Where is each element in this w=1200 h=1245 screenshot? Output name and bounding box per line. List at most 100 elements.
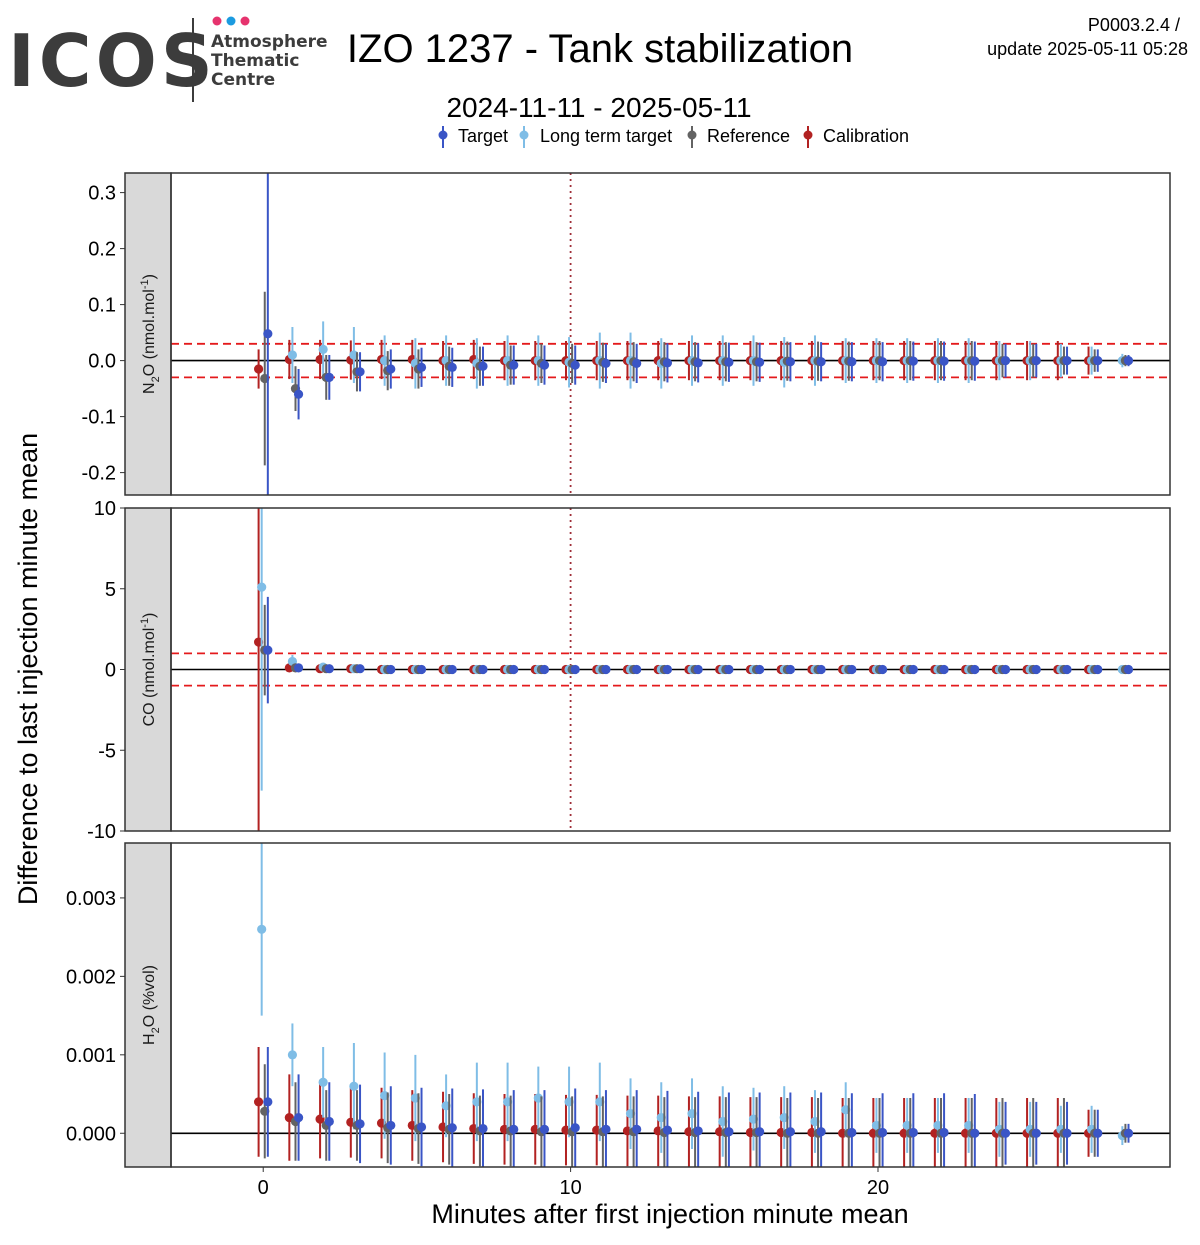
data-point [324,1116,334,1127]
data-point [263,329,273,339]
panel-border [170,842,1171,1168]
data-point [355,664,365,674]
legend-item-calibration: Calibration [803,126,909,148]
facet-strip-label: CO (nmol.mol-1) [139,613,158,727]
data-point [601,1124,611,1134]
y-tick-label: 0.3 [88,183,116,205]
data-point [1000,356,1011,366]
x-tick-label: 0 [258,1177,269,1199]
update-timestamp: update 2025-05-11 05:28 [987,39,1188,59]
logo-line-1: Atmosphere [211,32,328,52]
data-point [1031,356,1041,366]
data-point [478,1123,488,1134]
data-point [447,1123,457,1133]
data-point [447,664,457,675]
legend: Target Long term target Reference Calibr… [438,126,909,148]
data-point [724,357,734,367]
data-point [785,1127,795,1137]
data-point [1093,1128,1103,1138]
chart-subtitle: 2024-11-11 - 2025-05-11 [446,92,751,123]
panel-plot-area [171,508,1170,831]
data-point [816,664,826,675]
logo-dot-pink [212,16,222,26]
data-point [1000,1128,1011,1138]
facet-strip-label: H2O (%vol) [141,965,162,1045]
legend-label-long-term-target: Long term target [540,126,672,146]
data-point [939,664,949,675]
panel-background [171,173,1170,495]
data-point [693,664,703,675]
data-point [386,664,396,675]
chart-title: IZO 1237 - Tank stabilization [347,27,853,71]
data-point [254,364,264,374]
data-point [847,1127,857,1138]
y-tick-label: 5 [105,579,116,601]
data-point [324,664,334,674]
data-point [908,356,918,366]
data-point [724,664,734,675]
data-point [908,664,918,675]
data-point [293,389,304,399]
data-point [970,1128,980,1138]
y-axis-title: Difference to last injection minute mean [13,433,43,905]
data-point [816,357,826,367]
panel-border [170,172,1171,496]
data-point [939,356,949,366]
data-point [1123,1128,1134,1138]
y-tick-label: 10 [94,498,116,520]
panel-0: N2O (nmol.mol-1) 0.3 0.2 0.1 0.0 -0.1 -0.2 [82,172,1171,496]
data-point [877,357,888,367]
data-point [724,1127,734,1137]
data-point [755,664,765,675]
data-point [1062,1128,1072,1138]
data-point [293,1112,304,1123]
legend-label-calibration: Calibration [823,126,909,146]
data-point [847,357,857,367]
data-point [816,1127,826,1137]
logo-dot-pink-2 [240,16,250,26]
data-point [318,1077,328,1087]
legend-label-reference: Reference [707,126,790,146]
data-point [254,1097,264,1107]
data-point [693,358,703,368]
product-code: P0003.2.4 / [1088,15,1180,35]
data-point [662,1125,673,1135]
data-point [570,360,580,370]
legend-item-target: Target [438,126,508,148]
data-point [662,358,673,368]
series-target [263,596,1134,704]
data-point [601,664,611,675]
panel-border [170,507,1171,832]
y-tick-label: 0.000 [66,1123,116,1145]
data-point [447,362,457,372]
data-point [318,344,328,354]
facet-strip [124,507,172,832]
data-point [539,664,550,675]
data-point [1123,664,1134,675]
data-point [1093,356,1103,366]
data-point [509,664,519,675]
data-point [632,358,642,368]
data-point [877,664,888,675]
x-axis: 0 10 20 [258,1167,889,1199]
data-point [539,360,550,370]
y-tick-label: 0.2 [88,239,116,261]
logo-dot-blue [226,16,236,26]
data-point [939,1127,949,1138]
data-point [1062,356,1072,366]
legend-label-target: Target [458,126,508,146]
data-point [263,1097,273,1107]
data-point [416,664,427,675]
panel-plot-area [171,173,1170,495]
y-tick-label: -5 [98,740,116,762]
data-point [287,1050,298,1060]
logo-wordmark: ICOS [8,19,217,103]
data-point [416,362,427,372]
panel-1: CO (nmol.mol-1) 10 5 0 -5 -10 [87,498,1171,843]
legend-item-reference: Reference [687,126,790,148]
data-point [257,582,267,592]
series-target [263,173,1134,495]
data-point [755,1127,765,1137]
data-point [632,664,642,675]
data-point [755,357,765,367]
